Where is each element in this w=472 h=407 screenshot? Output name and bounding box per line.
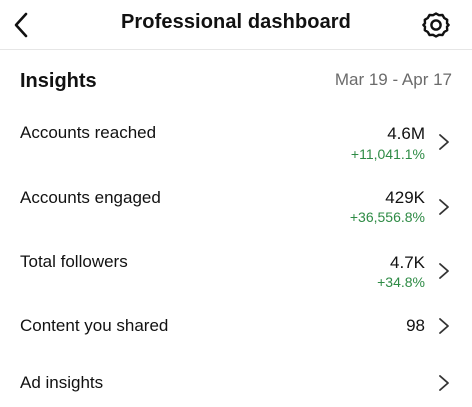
back-button[interactable] [6,8,36,42]
insight-label: Content you shared [20,316,169,335]
insight-row-ad-insights[interactable]: Ad insights [0,364,472,407]
top-bar: Professional dashboard [0,0,472,50]
insight-label: Ad insights [20,373,104,392]
chevron-right-icon [439,134,449,150]
insight-label: Accounts engaged [20,188,161,207]
chevron-right-icon [439,375,449,391]
insight-row-total-followers[interactable]: Total followers 4.7K +34.8% [0,243,472,305]
insight-value: 429K [385,188,425,207]
date-range[interactable]: Mar 19 - Apr 17 [334,70,452,89]
insight-change: +34.8% [377,274,425,290]
insights-header: Insights Mar 19 - Apr 17 [0,50,472,110]
insight-change: +11,041.1% [350,146,425,162]
insight-row-accounts-reached[interactable]: Accounts reached 4.6M +11,041.1% [0,114,472,176]
insight-label: Accounts reached [20,123,157,142]
settings-button[interactable] [420,9,452,41]
insight-row-content-shared[interactable]: Content you shared 98 [0,307,472,369]
insights-title: Insights [20,70,97,92]
chevron-right-icon [439,263,449,279]
insight-change: +36,556.8% [349,209,425,225]
chevron-right-icon [439,199,449,215]
page-title: Professional dashboard [120,11,352,33]
insight-value: 4.6M [387,124,425,143]
insight-value: 98 [406,316,425,335]
chevron-right-icon [439,318,449,334]
insight-label: Total followers [20,252,128,271]
insight-value: 4.7K [390,253,425,272]
gear-icon [422,12,450,38]
insight-row-accounts-engaged[interactable]: Accounts engaged 429K +36,556.8% [0,178,472,240]
chevron-left-icon [14,12,28,38]
